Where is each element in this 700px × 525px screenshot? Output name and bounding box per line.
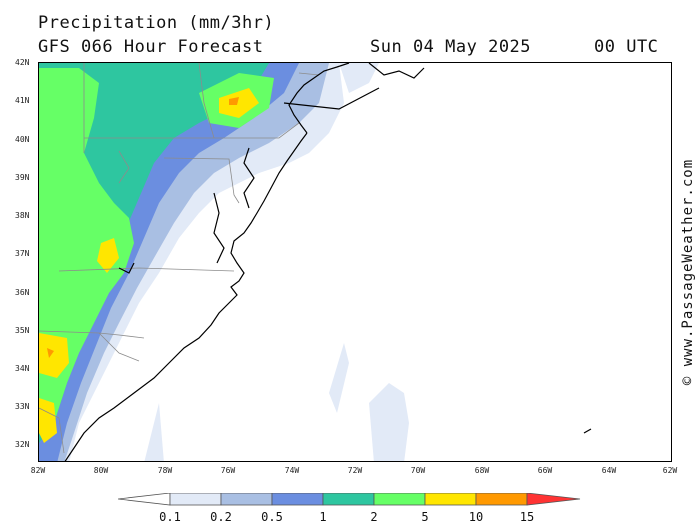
- precip-field: [39, 63, 409, 461]
- legend-label-15: 15: [519, 510, 535, 524]
- lon-label-76w: 76W: [220, 466, 236, 475]
- legend-label-0-1: 0.1: [159, 510, 181, 524]
- lon-label-80w: 80W: [93, 466, 109, 475]
- state-borders: [39, 63, 320, 454]
- lon-label-62w: 62W: [662, 466, 678, 475]
- lat-label-41n: 41N: [15, 96, 30, 105]
- lon-label-72w: 72W: [347, 466, 363, 475]
- precip-light-south: [144, 403, 164, 461]
- coastline: [64, 63, 592, 461]
- legend-swatch-6: [424, 493, 477, 506]
- lat-label-34n: 34N: [15, 364, 30, 373]
- lon-label-74w: 74W: [284, 466, 300, 475]
- lat-label-40n: 40N: [15, 135, 30, 144]
- lon-label-68w: 68W: [474, 466, 490, 475]
- forecast-time: 00 UTC: [594, 37, 659, 57]
- precip-band6-virginia: [97, 238, 119, 273]
- lat-label-36n: 36N: [15, 288, 30, 297]
- legend-arrow-right: [526, 493, 581, 506]
- precip-band6: [219, 88, 259, 118]
- legend-swatch-5: [373, 493, 426, 506]
- precip-band6-south2: [39, 398, 57, 443]
- lat-label-32n: 32N: [15, 440, 30, 449]
- precip-band6-south: [39, 333, 69, 378]
- legend-label-10: 10: [468, 510, 484, 524]
- legend-label-1: 1: [319, 510, 327, 524]
- legend-swatch-4: [322, 493, 375, 506]
- lon-label-64w: 64W: [601, 466, 617, 475]
- legend-label-0-5: 0.5: [261, 510, 283, 524]
- precip-legend-bar: [118, 493, 581, 506]
- precip-light-east2: [369, 383, 409, 461]
- legend-swatch-1: [169, 493, 222, 506]
- precip-light-east: [329, 343, 349, 413]
- precip-band7-south: [47, 348, 54, 358]
- legend-label-5: 5: [421, 510, 429, 524]
- precip-map: [39, 63, 671, 461]
- lat-label-37n: 37N: [15, 249, 30, 258]
- lat-label-38n: 38N: [15, 211, 30, 220]
- credit-text: © www.PassageWeather.com: [680, 158, 696, 386]
- legend-label-0-2: 0.2: [210, 510, 232, 524]
- legend-swatch-7: [475, 493, 528, 506]
- legend-label-2: 2: [370, 510, 378, 524]
- lat-label-39n: 39N: [15, 173, 30, 182]
- lon-label-78w: 78W: [157, 466, 173, 475]
- lon-label-82w: 82W: [30, 466, 46, 475]
- precip-band4: [39, 63, 269, 443]
- lon-label-66w: 66W: [537, 466, 553, 475]
- lat-label-33n: 33N: [15, 402, 30, 411]
- lon-label-70w: 70W: [410, 466, 426, 475]
- legend-swatch-2: [220, 493, 273, 506]
- forecast-subtitle: GFS 066 Hour Forecast: [38, 37, 264, 57]
- precip-band7: [229, 97, 239, 105]
- map-title: Precipitation (mm/3hr): [38, 13, 275, 33]
- lat-label-35n: 35N: [15, 326, 30, 335]
- precip-light-north: [339, 63, 379, 93]
- legend-arrow-left: [118, 493, 171, 506]
- legend-swatch-3: [271, 493, 324, 506]
- lat-label-42n: 42N: [15, 58, 30, 67]
- forecast-date: Sun 04 May 2025: [370, 37, 532, 57]
- map-frame: [38, 62, 672, 462]
